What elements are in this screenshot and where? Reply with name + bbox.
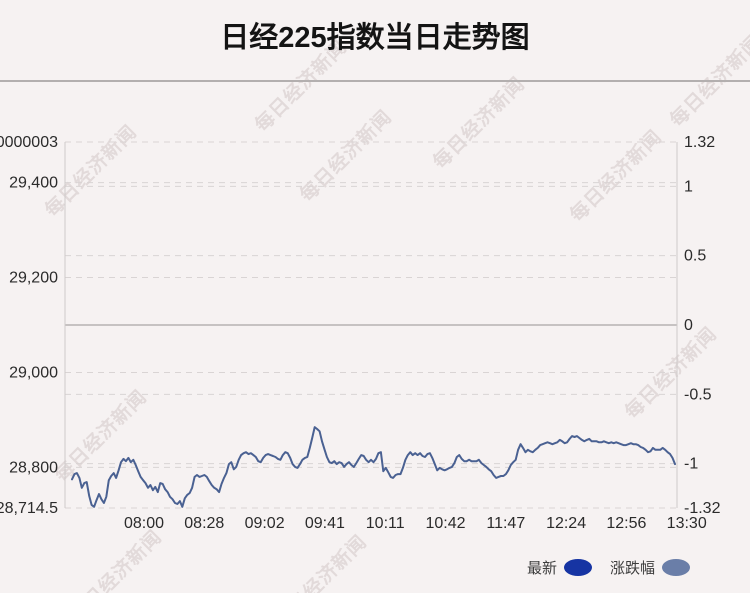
price-line bbox=[71, 426, 676, 508]
legend-latest-dot-icon bbox=[563, 559, 592, 576]
x-tick-label: 12:24 bbox=[546, 515, 586, 532]
y-left-tick-label: 28,800 bbox=[9, 459, 58, 476]
x-tick-label: 10:11 bbox=[366, 515, 405, 532]
x-tick-label: 12:56 bbox=[606, 515, 646, 532]
y-right-tick-label: -1 bbox=[684, 456, 698, 473]
y-right-tick-label: 1 bbox=[684, 178, 693, 195]
x-tick-label: 08:00 bbox=[124, 515, 164, 532]
x-tick-label: 11:47 bbox=[486, 515, 525, 532]
y-left-tick-label: 28,714.5 bbox=[0, 500, 58, 517]
x-tick-label: 08:28 bbox=[184, 515, 224, 532]
legend-label-change-pct: 涨跌幅 bbox=[609, 560, 655, 577]
y-right-tick-label: 1.32 bbox=[684, 134, 715, 151]
x-tick-label: 09:02 bbox=[245, 515, 285, 532]
legend-label-latest: 最新 bbox=[526, 560, 557, 577]
y-left-tick-label: 29,400 bbox=[9, 175, 58, 192]
x-tick-label: 09:41 bbox=[305, 515, 345, 532]
y-left-tick-label: 0000003 bbox=[0, 134, 58, 151]
chart-legend: 最新 涨跌幅 bbox=[527, 557, 690, 578]
y-right-tick-label: 0 bbox=[684, 317, 693, 334]
y-left-tick-label: 29,200 bbox=[9, 270, 58, 287]
legend-item-latest: 最新 bbox=[527, 557, 592, 578]
page-title: 日经225指数当日走势图 bbox=[220, 22, 530, 54]
x-tick-label: 10:42 bbox=[425, 515, 465, 532]
y-right-tick-label: 0.5 bbox=[684, 248, 706, 265]
y-right-tick-label: -1.32 bbox=[684, 500, 721, 517]
x-tick-label: 13:30 bbox=[667, 515, 707, 532]
title-separator bbox=[0, 80, 750, 82]
y-left-tick-label: 29,000 bbox=[9, 364, 58, 381]
legend-change-pct-dot-icon bbox=[662, 559, 690, 576]
legend-item-change-pct: 涨跌幅 bbox=[610, 557, 690, 578]
y-right-tick-label: -0.5 bbox=[684, 386, 712, 403]
